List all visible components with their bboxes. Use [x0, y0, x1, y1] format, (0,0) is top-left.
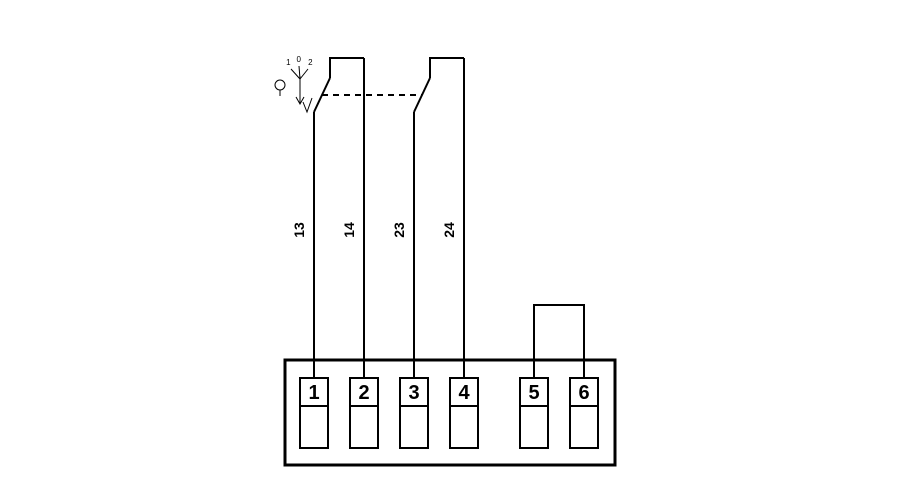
- wire-label-23: 23: [391, 222, 407, 238]
- terminal-3-tail-box: [400, 406, 428, 448]
- terminal-6-number: 6: [578, 382, 589, 404]
- selector-pos-label-0: 1: [286, 58, 291, 67]
- terminal-2-number: 2: [358, 382, 369, 404]
- terminal-6-tail-box: [570, 406, 598, 448]
- wiring-diagram: 12345610213142324: [0, 0, 900, 500]
- contact-left-to-14: [330, 58, 364, 78]
- selector-pos-label-2: 2: [308, 58, 313, 67]
- wire-label-13: 13: [291, 222, 307, 238]
- keyhole-icon: [275, 80, 285, 90]
- wire-label-24: 24: [441, 222, 457, 238]
- selector-pos-label-1: 0: [296, 55, 301, 64]
- terminal-1-number: 1: [308, 382, 319, 404]
- selector-pos-tick-0: [291, 69, 300, 79]
- terminal-1-tail-box: [300, 406, 328, 448]
- terminal-4-number: 4: [458, 382, 470, 404]
- terminal-3-number: 3: [408, 382, 419, 404]
- terminal-4-tail-box: [450, 406, 478, 448]
- terminal-5-number: 5: [528, 382, 539, 404]
- spring-return-icon: [303, 98, 312, 112]
- selector-pos-tick-1: [299, 66, 300, 79]
- bridge-5-6: [534, 305, 584, 378]
- terminal-5-tail-box: [520, 406, 548, 448]
- contact-right-to-24: [430, 58, 464, 78]
- selector-pos-tick-2: [300, 69, 308, 79]
- wire-label-14: 14: [341, 222, 357, 238]
- terminal-2-tail-box: [350, 406, 378, 448]
